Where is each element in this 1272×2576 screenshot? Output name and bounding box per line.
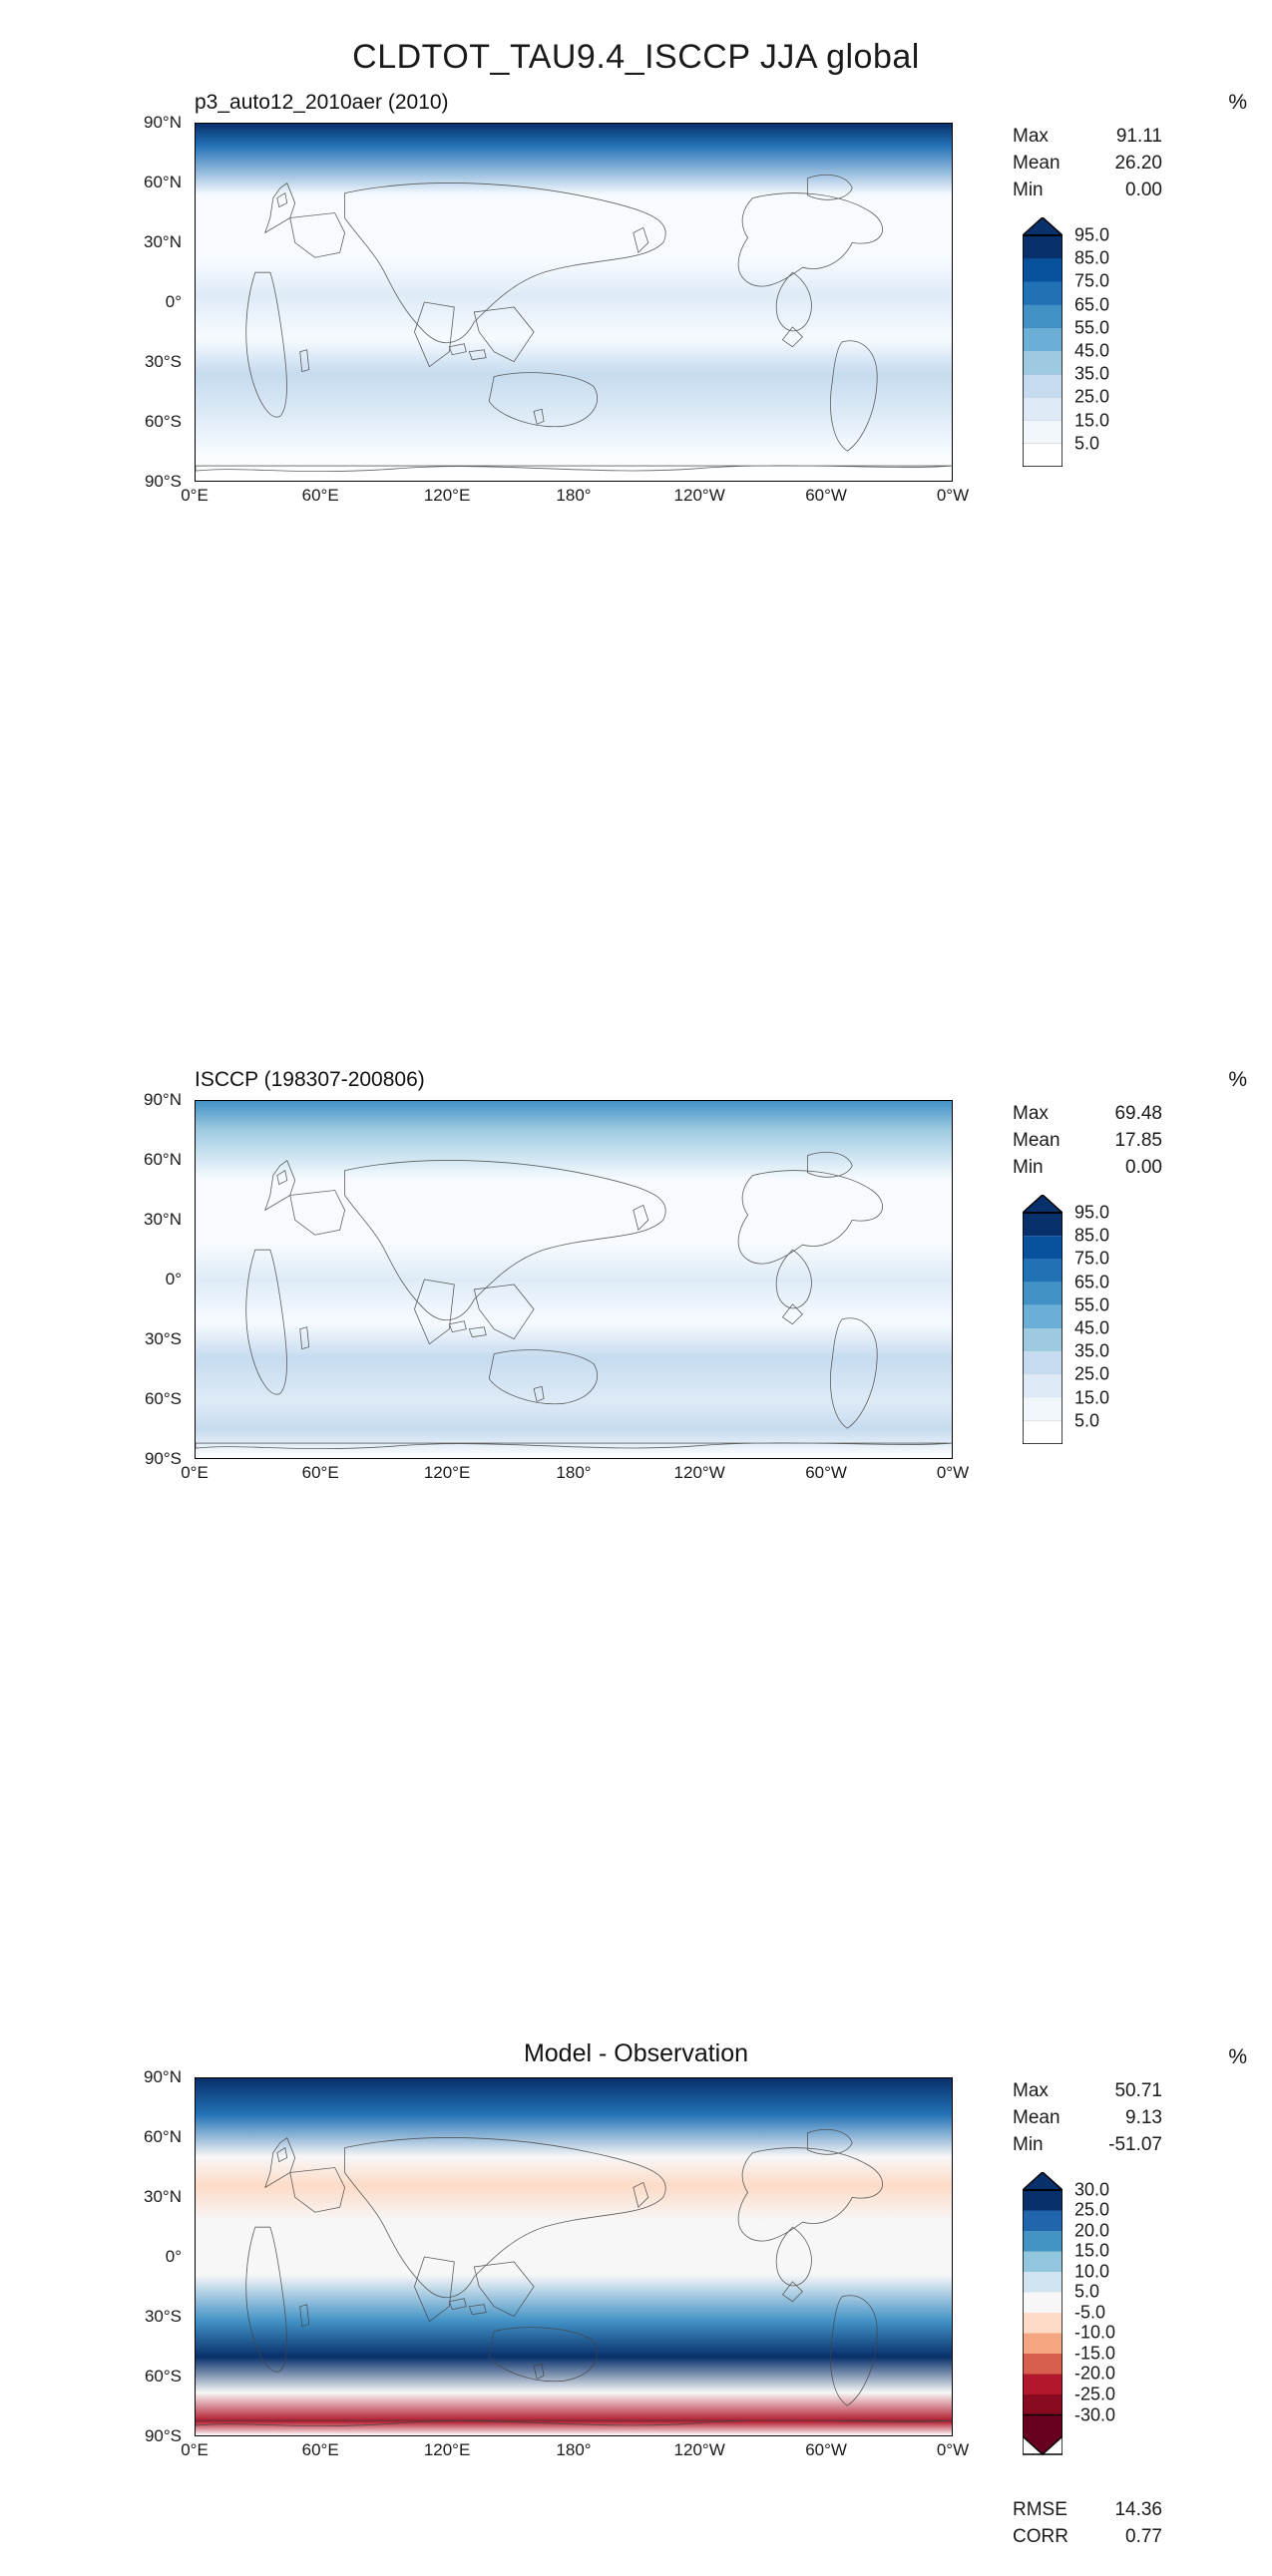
panel-difference-unit-label: % xyxy=(1228,2045,1247,2069)
panel-model-coastlines xyxy=(196,124,952,481)
panel-model-y-axis: 90°N 60°N 30°N 0° 30°S 60°S 90°S xyxy=(130,123,190,482)
panel-difference-colorbar[interactable]: Max 50.71 Mean 9.13 Min -51.07 30.0 25.0 xyxy=(1013,2077,1252,2496)
panel-difference-extra-stats: RMSE 14.36 CORR 0.77 xyxy=(1013,2496,1162,2550)
panel-model-stats: Max 91.11 Mean 26.20 Min 0.00 xyxy=(1013,123,1162,203)
panel-model-colorbar[interactable]: Max 91.11 Mean 26.20 Min 0.00 95.0 85.0 75.… xyxy=(1013,123,1252,482)
panel-observation-title: ISCCP (198307-200806) xyxy=(195,1068,425,1092)
panel-difference-x-axis: 0°E 60°E 120°E 180° 120°W 60°W 0°W xyxy=(195,2438,953,2463)
page-title: CLDTOT_TAU9.4_ISCCP JJA global xyxy=(0,0,1272,77)
panel-model-title: p3_auto12_2010aer (2010) xyxy=(195,91,449,115)
panel-difference-coastlines xyxy=(196,2078,952,2435)
panel-difference-colorbar-gradient xyxy=(1023,2172,1062,2481)
panel-model-x-axis: 0°E 60°E 120°E 180° 120°W 60°W 0°W xyxy=(195,484,953,509)
panel-difference-stats: Max 50.71 Mean 9.13 Min -51.07 xyxy=(1013,2077,1162,2158)
panel-observation: ISCCP (198307-200806) % xyxy=(0,1060,1272,1549)
panel-observation-stats: Max 69.48 Mean 17.85 Min 0.00 xyxy=(1013,1100,1162,1181)
panel-observation-y-axis: 90°N 60°N 30°N 0° 30°S 60°S 90°S xyxy=(130,1100,190,1459)
panel-model-map[interactable] xyxy=(195,123,953,482)
panel-observation-colorbar[interactable]: Max 69.48 Mean 17.85 Min 0.00 95.0 85.0 75.… xyxy=(1013,1100,1252,1459)
panel-difference-map[interactable] xyxy=(195,2077,953,2436)
panel-observation-colorbar-gradient xyxy=(1023,1195,1062,1444)
panel-observation-coastlines xyxy=(196,1101,952,1458)
panel-observation-map[interactable] xyxy=(195,1100,953,1459)
panel-observation-unit-label: % xyxy=(1228,1068,1247,1092)
panel-difference-title: Model - Observation xyxy=(0,2039,1272,2068)
panel-model: p3_auto12_2010aer (2010) % xyxy=(0,83,1272,571)
panel-difference-y-axis: 90°N 60°N 30°N 0° 30°S 60°S 90°S xyxy=(130,2077,190,2436)
panel-model-unit-label: % xyxy=(1228,91,1247,115)
panel-observation-x-axis: 0°E 60°E 120°E 180° 120°W 60°W 0°W xyxy=(195,1461,953,1486)
panel-difference: Model - Observation % xyxy=(0,2037,1272,2576)
panel-model-colorbar-gradient xyxy=(1023,217,1062,467)
